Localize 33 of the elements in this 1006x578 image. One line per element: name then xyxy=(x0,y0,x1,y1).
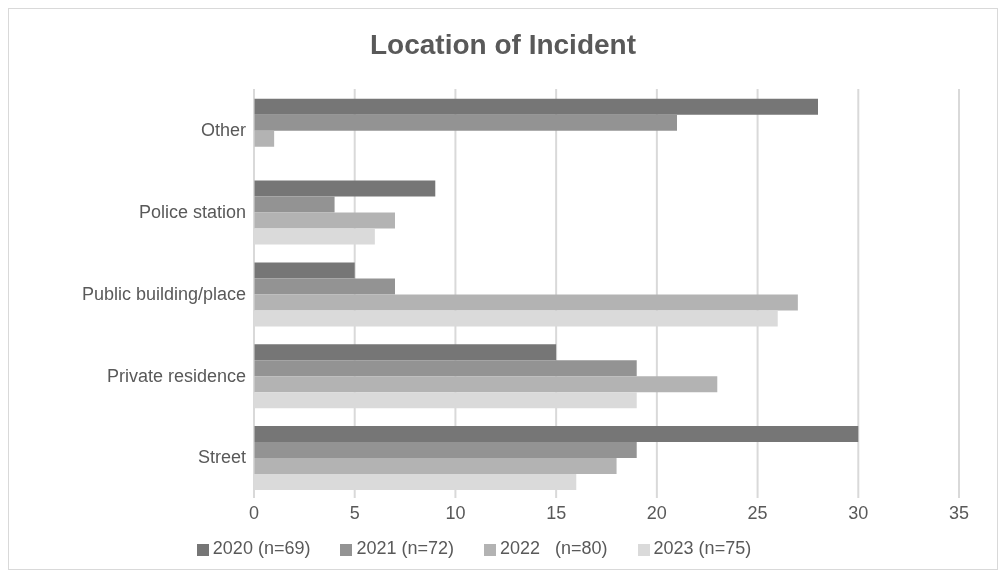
bar xyxy=(254,294,798,311)
legend-label: 2022 (n=80) xyxy=(500,538,608,558)
y-tick-label: Street xyxy=(197,447,246,468)
bar xyxy=(254,426,859,443)
bar xyxy=(254,196,335,213)
y-tick-label: Police station xyxy=(138,202,246,223)
legend-label: 2023 (n=75) xyxy=(653,538,752,558)
bar xyxy=(254,376,718,393)
bar xyxy=(254,262,355,279)
x-tick-label: 0 xyxy=(248,502,260,523)
bar xyxy=(254,114,677,131)
x-tick-label: 5 xyxy=(349,502,360,523)
bar xyxy=(254,98,818,115)
y-tick-label: Private residence xyxy=(106,365,246,386)
y-tick-label: Other xyxy=(200,120,246,141)
x-tick-label: 10 xyxy=(445,502,466,523)
bar xyxy=(254,130,275,147)
bar xyxy=(254,442,637,459)
legend-label: 2021 (n=72) xyxy=(356,538,454,558)
bar xyxy=(254,344,557,361)
legend-label: 2020 (n=69) xyxy=(212,538,311,558)
y-tick-label: Public building/place xyxy=(81,283,246,304)
chart-title: Location of Incident xyxy=(369,28,637,62)
x-tick-label: 25 xyxy=(747,502,768,523)
bar xyxy=(254,360,637,377)
bar xyxy=(254,212,395,229)
x-tick-label: 15 xyxy=(546,502,567,523)
x-tick-label: 35 xyxy=(948,502,970,523)
bar xyxy=(254,458,617,475)
x-tick-label: 30 xyxy=(848,502,869,523)
bar xyxy=(254,278,395,295)
bar xyxy=(254,180,436,197)
x-tick-label: 20 xyxy=(646,502,667,523)
